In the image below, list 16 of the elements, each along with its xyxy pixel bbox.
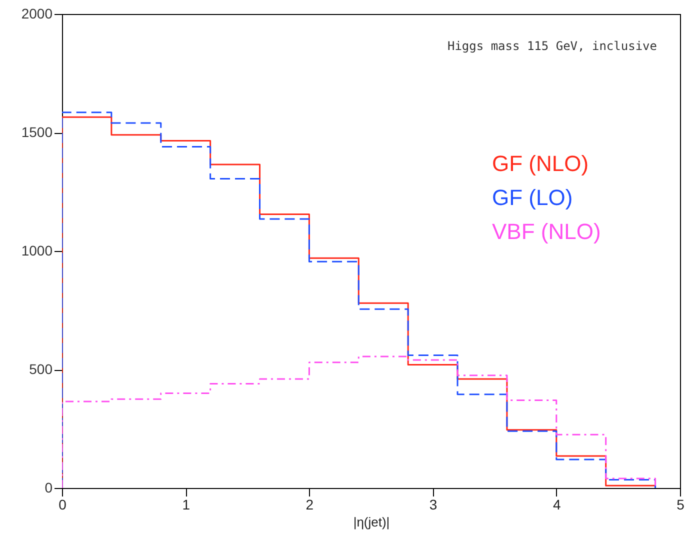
y-tick-label: 0: [44, 480, 53, 496]
x-tick-label: 1: [182, 496, 190, 512]
x-tick-label: 5: [676, 496, 685, 512]
text: VBF (NLO): [492, 219, 601, 244]
x-tick-label: 2: [306, 496, 314, 512]
text: GF (LO): [492, 185, 573, 210]
x-tick-label: 3: [429, 496, 438, 512]
x-axis-title: |η(jet)|: [353, 514, 390, 530]
y-tick-label: 500: [29, 361, 53, 377]
y-tick-label: 2000: [21, 6, 53, 22]
x-tick-label: 0: [58, 496, 67, 512]
x-tick-label: 4: [553, 496, 561, 512]
annotation: Higgs mass 115 GeV, inclusive: [447, 39, 657, 53]
y-tick-label: 1000: [21, 242, 53, 258]
y-tick-label: 1500: [21, 124, 53, 140]
text: GF (NLO): [492, 151, 589, 176]
